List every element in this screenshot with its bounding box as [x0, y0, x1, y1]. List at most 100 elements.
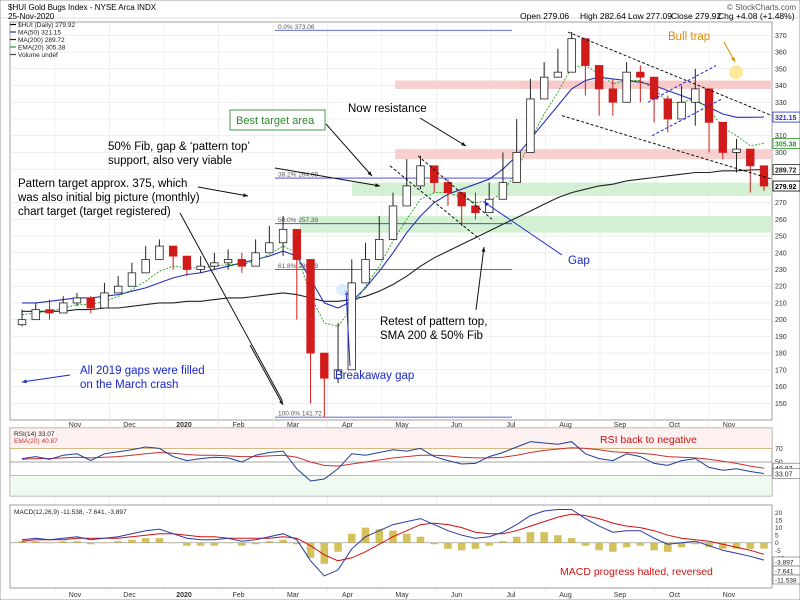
month-label-bottom: Mar: [287, 592, 300, 599]
price-tick-label: 250: [775, 234, 787, 241]
rsi-legend: RSI(14) 33.07: [14, 431, 55, 438]
rsi-oversold-zone: [10, 475, 772, 496]
macd-histogram-bar: [251, 542, 260, 545]
price-tick-label: 210: [775, 300, 787, 307]
breakaway-label: Breakaway gap: [335, 370, 414, 382]
macd-tag-label: -3.897: [775, 560, 794, 567]
rsi-tag-label: 33.07: [775, 472, 793, 479]
candle-body: [196, 265, 205, 270]
fib-label: 50.0% 257.39: [278, 217, 319, 224]
candle-body: [512, 152, 521, 183]
month-label: Aug: [559, 422, 572, 429]
price-tag-box: [772, 164, 800, 176]
gaps-2019-line2: on the March crash: [80, 379, 178, 391]
candle-body: [223, 259, 233, 264]
stockcharts-watermark: © StockCharts.com: [727, 3, 796, 12]
macd-tick-label: 10: [775, 525, 783, 532]
candle-body: [677, 101, 686, 120]
gap-label: Gap: [568, 255, 590, 267]
bull-trap-label: Bull trap: [668, 31, 710, 43]
flag-upper-line: [647, 65, 717, 103]
candle-body: [155, 245, 164, 260]
macd-histogram-bar: [595, 542, 603, 551]
rsi-ema-line: [21, 447, 765, 469]
ohlc-close: Close 279.92: [671, 11, 721, 21]
macd-histogram-bar: [567, 538, 576, 543]
ma200-line: [22, 169, 765, 312]
macd-histogram-bar: [636, 542, 645, 546]
candle-body: [306, 259, 315, 354]
candle-body: [663, 98, 672, 120]
fib-label: 38.2% 284.69: [278, 172, 319, 179]
retest-arrow-head: [481, 247, 486, 252]
pattern-measure-line: [179, 212, 283, 401]
breakaway-gap-marker: [336, 283, 348, 296]
macd-tick-label: 15: [775, 518, 783, 525]
price-tick-label: 370: [775, 33, 787, 40]
candle-body: [526, 98, 535, 153]
gaps-2019-arrow-head: [22, 379, 27, 384]
month-label: 2020: [176, 422, 192, 429]
resistance-zone: [395, 149, 772, 160]
macd-histogram-bar: [732, 542, 741, 549]
macd-histogram-bar: [141, 538, 150, 543]
price-tag-label: 279.92: [775, 184, 797, 191]
price-tick-label: 230: [775, 267, 787, 274]
month-label: Nov: [723, 422, 736, 429]
macd-tick-label: -5: [775, 548, 781, 555]
candle-body: [567, 38, 576, 73]
gaps-2019-line1: All 2019 gaps were filled: [80, 365, 205, 377]
candle-body: [333, 369, 343, 379]
macd-histogram-bar: [609, 542, 617, 552]
month-label: Feb: [232, 422, 244, 429]
pattern-target-arrow-line: [197, 186, 249, 197]
macd-histogram-bar: [320, 542, 329, 564]
macd-histogram-bar: [45, 542, 54, 544]
macd-histogram-bar: [100, 542, 109, 544]
macd-histogram-bar: [457, 542, 466, 551]
macd-histogram-bar: [746, 542, 755, 549]
macd-histogram-bar: [471, 542, 480, 549]
macd-histogram-bar: [540, 532, 548, 543]
macd-histogram-bar: [31, 541, 40, 543]
price-tick-label: 180: [775, 351, 787, 358]
fib-label: 100.0% 141.72: [278, 411, 322, 418]
macd-histogram-bar: [347, 533, 356, 543]
candle-body: [649, 76, 659, 100]
macd-note: MACD progress halted, reversed: [560, 566, 713, 578]
candle-body: [622, 71, 631, 103]
month-label-bottom: Nov: [723, 592, 736, 599]
macd-histogram-bar: [114, 541, 122, 543]
macd-histogram-bar: [499, 541, 507, 543]
candle-body: [553, 71, 563, 78]
price-tag-label: 289.72: [775, 168, 797, 175]
macd-histogram-bar: [664, 542, 672, 552]
candle-body: [361, 259, 370, 284]
macd-histogram-bar: [705, 542, 713, 548]
macd-histogram-bar: [128, 539, 136, 543]
macd-histogram-bar: [650, 542, 658, 551]
candle-body: [59, 302, 68, 314]
month-label: Jun: [451, 422, 462, 429]
candle-body: [72, 297, 82, 304]
candle-body: [320, 352, 329, 379]
macd-tick-label: 0: [775, 540, 779, 547]
price-tick-label: 170: [775, 367, 787, 374]
price-tick-label: 160: [775, 384, 787, 391]
price-tag-box: [772, 111, 800, 123]
month-label-bottom: Nov: [69, 592, 82, 599]
price-tick-label: 360: [775, 50, 787, 57]
ema20-line: [21, 65, 765, 327]
candle-body: [718, 121, 727, 153]
month-label: Nov: [69, 422, 82, 429]
macd-tag-label: -11.538: [775, 578, 797, 585]
candle-body: [141, 259, 150, 274]
candle-body: [539, 76, 549, 100]
rsi-line: [21, 441, 765, 482]
macd-histogram-bar: [306, 542, 315, 558]
macd-histogram-bar: [554, 535, 562, 543]
month-label-bottom: Apr: [342, 592, 354, 599]
legend-entry: Volume undef: [18, 52, 58, 59]
